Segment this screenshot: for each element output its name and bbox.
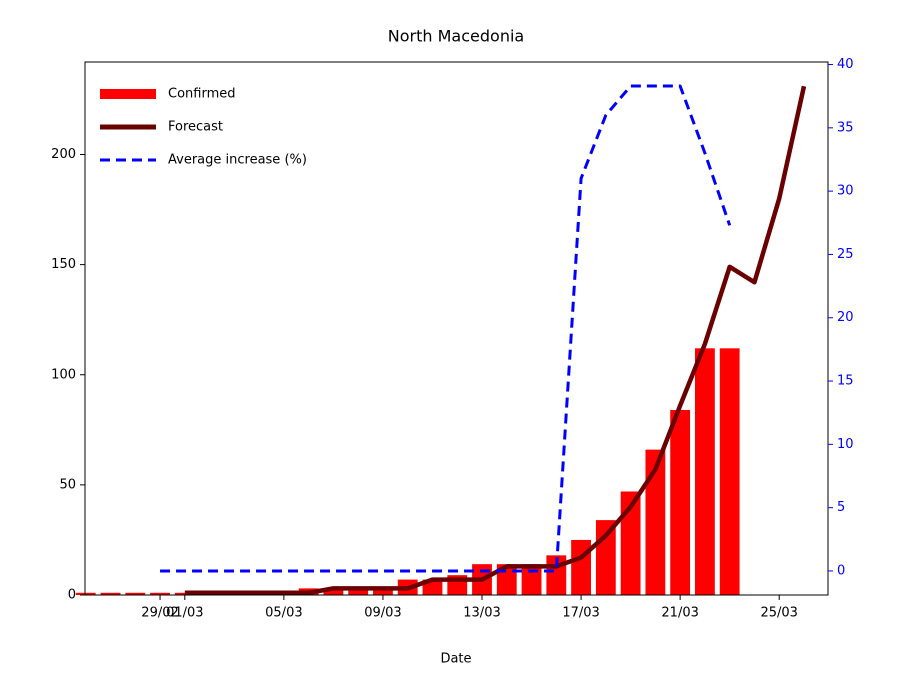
bar bbox=[348, 588, 369, 595]
bar bbox=[521, 564, 542, 595]
bar bbox=[645, 449, 666, 595]
bar bbox=[75, 592, 96, 595]
y2-tick-label: 30 bbox=[837, 184, 854, 199]
y2-tick-label: 20 bbox=[837, 310, 854, 325]
y-tick-label: 0 bbox=[68, 588, 76, 603]
y2-tick-label: 0 bbox=[837, 563, 845, 578]
line bbox=[160, 84, 732, 573]
x-tick-label: 17/03 bbox=[562, 606, 599, 621]
bar bbox=[670, 409, 691, 595]
legend-label: Forecast bbox=[168, 120, 223, 135]
bar bbox=[174, 592, 195, 595]
legend-label: Confirmed bbox=[168, 87, 236, 102]
y-tick-label: 200 bbox=[51, 147, 76, 162]
legend-swatch bbox=[100, 89, 156, 99]
x-tick-label: 13/03 bbox=[463, 606, 500, 621]
legend-label: Average increase (%) bbox=[168, 153, 307, 168]
x-tick-label: 25/03 bbox=[760, 606, 797, 621]
y2-tick-label: 25 bbox=[837, 247, 854, 262]
x-axis-label: Date bbox=[440, 652, 471, 667]
x-tick-label: 21/03 bbox=[661, 606, 698, 621]
bar bbox=[620, 491, 641, 595]
bar bbox=[125, 592, 146, 595]
bar bbox=[373, 588, 393, 595]
bar bbox=[100, 592, 121, 595]
x-tick-label: 05/03 bbox=[265, 606, 302, 621]
x-tick-label: 29/02 bbox=[141, 606, 178, 621]
chart-title: North Macedonia bbox=[388, 27, 524, 46]
bar bbox=[719, 348, 740, 595]
y-tick-label: 150 bbox=[51, 257, 76, 272]
y2-tick-label: 35 bbox=[837, 120, 854, 135]
x-tick-label: 01/03 bbox=[166, 606, 203, 621]
y-tick-label: 100 bbox=[51, 367, 76, 382]
y-tick-label: 50 bbox=[59, 477, 76, 492]
bar bbox=[695, 348, 715, 595]
y2-tick-label: 10 bbox=[837, 437, 854, 452]
line bbox=[184, 85, 807, 596]
bar bbox=[323, 588, 344, 595]
y2-tick-label: 15 bbox=[837, 374, 854, 389]
bar bbox=[595, 520, 616, 595]
plot-frame bbox=[84, 61, 829, 596]
y2-tick-label: 40 bbox=[837, 57, 854, 72]
bar bbox=[571, 539, 591, 595]
bar bbox=[150, 592, 170, 595]
x-tick-label: 09/03 bbox=[364, 606, 401, 621]
y2-tick-label: 5 bbox=[837, 500, 845, 515]
